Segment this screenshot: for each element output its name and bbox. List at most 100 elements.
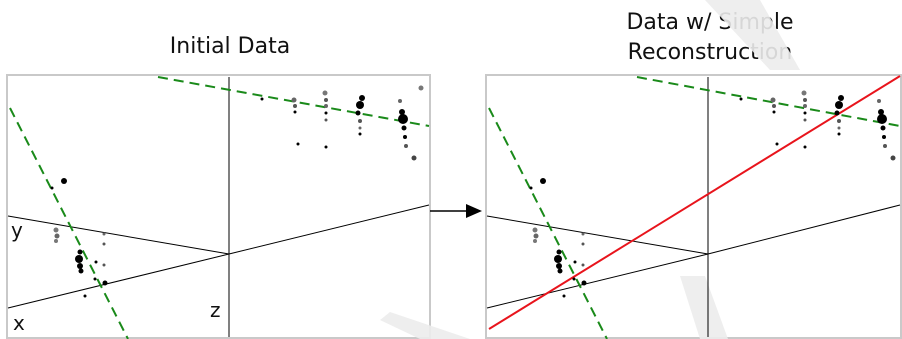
hit	[775, 142, 779, 146]
hit	[102, 242, 106, 246]
hit	[557, 268, 563, 274]
hit	[581, 232, 585, 236]
hit	[838, 95, 844, 101]
hit	[293, 110, 297, 114]
hit	[54, 239, 58, 243]
left-panel	[6, 74, 431, 339]
hit	[878, 109, 884, 115]
hit	[398, 99, 402, 103]
hit	[359, 95, 365, 101]
hit	[404, 144, 408, 148]
hit	[401, 125, 407, 131]
hit	[890, 155, 896, 161]
hit	[837, 119, 841, 123]
hit	[573, 260, 577, 264]
hit	[572, 277, 576, 281]
hit	[837, 132, 841, 136]
hit	[75, 255, 83, 263]
reconstruction-line	[488, 75, 901, 330]
hit	[556, 249, 562, 255]
hit	[260, 97, 264, 101]
hit	[803, 118, 807, 122]
hit	[772, 110, 776, 114]
right-hits	[529, 90, 896, 298]
watermark	[380, 0, 800, 339]
hit	[532, 227, 538, 233]
hit	[882, 135, 886, 139]
right-track-dashed-upper	[636, 76, 901, 127]
hit	[77, 263, 83, 269]
hit	[324, 111, 328, 115]
hit	[356, 101, 364, 109]
hit	[403, 135, 407, 139]
hit	[877, 99, 881, 103]
hit	[398, 114, 408, 124]
hit	[54, 233, 60, 239]
right-y-axis	[486, 215, 709, 255]
right-axes	[486, 77, 901, 337]
hit	[83, 294, 87, 298]
hit	[399, 109, 405, 115]
hit	[358, 126, 362, 130]
hit	[291, 97, 297, 103]
right-back-axis	[707, 204, 901, 255]
hit	[883, 144, 887, 148]
hit	[50, 186, 54, 190]
hit	[581, 280, 587, 286]
hit	[322, 90, 328, 96]
hit	[418, 85, 424, 91]
transition-arrow	[430, 204, 482, 218]
hit	[324, 145, 328, 149]
hit	[77, 249, 83, 255]
hit	[53, 227, 59, 233]
hit	[834, 110, 840, 116]
hit	[358, 119, 362, 123]
right-track-dashed-lower	[488, 107, 608, 339]
hit	[803, 104, 807, 108]
left-axes	[7, 77, 430, 337]
hit	[880, 125, 886, 131]
hit	[296, 142, 300, 146]
hit	[102, 232, 106, 236]
left-y-axis	[7, 215, 230, 255]
hit	[102, 263, 106, 267]
hit	[355, 110, 361, 116]
hit	[581, 242, 585, 246]
hit	[411, 155, 417, 161]
hit	[556, 263, 562, 269]
hit	[581, 263, 585, 267]
hit	[533, 233, 539, 239]
left-hits	[50, 85, 424, 298]
hit	[324, 104, 328, 108]
hit	[78, 268, 84, 274]
hit	[772, 104, 776, 108]
hit	[837, 126, 841, 130]
hit	[562, 294, 566, 298]
hit	[803, 111, 807, 115]
hit	[324, 118, 328, 122]
left-track-dashed-lower	[9, 107, 129, 339]
hit	[801, 90, 807, 96]
hit	[358, 132, 362, 136]
hit	[93, 277, 97, 281]
hit	[94, 260, 98, 264]
left-back-axis	[228, 204, 430, 255]
left-panel-title: Initial Data	[169, 34, 291, 59]
hit	[61, 178, 67, 184]
right-track-lines	[488, 76, 901, 339]
hit	[770, 97, 776, 103]
hit	[877, 114, 887, 124]
axis-label-x: x	[13, 311, 25, 335]
hit	[102, 280, 108, 286]
hit	[293, 104, 297, 108]
axis-label-z: z	[210, 298, 221, 322]
left-x-axis	[7, 253, 230, 309]
hit	[529, 186, 533, 190]
right-x-axis	[486, 253, 709, 309]
hit	[835, 101, 843, 109]
hit	[554, 255, 562, 263]
hit	[324, 98, 328, 102]
axis-label-y: y	[11, 218, 23, 242]
hit	[803, 145, 807, 149]
